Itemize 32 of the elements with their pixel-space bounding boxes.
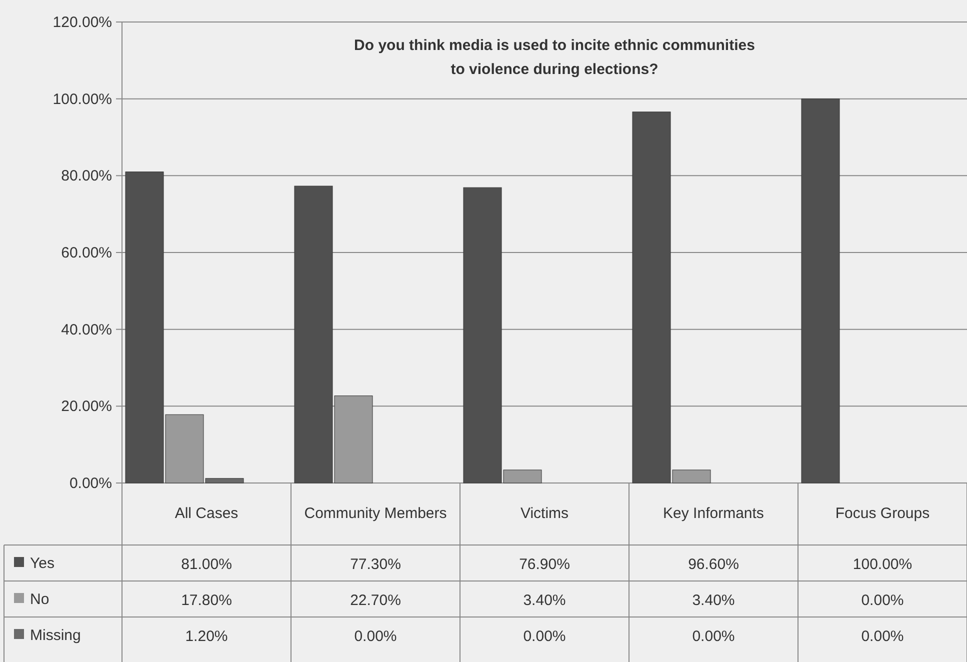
y-tick-label: 100.00% <box>52 90 112 108</box>
x-tick-label: All Cases <box>174 505 238 522</box>
data-label: 0.00% <box>523 628 566 645</box>
data-label: 1.20% <box>185 628 228 645</box>
y-tick-label: 120.00% <box>52 14 112 31</box>
data-label: 81.00% <box>181 556 232 573</box>
x-tick-label: Focus Groups <box>835 505 930 522</box>
x-tick-label: Victims <box>520 505 569 522</box>
data-label: 3.40% <box>692 592 735 609</box>
y-tick-label: 60.00% <box>61 244 112 262</box>
legend-label: Yes <box>30 555 54 572</box>
data-label: 0.00% <box>861 628 904 645</box>
x-tick-label: Key Informants <box>663 505 764 522</box>
data-label: 76.90% <box>519 556 570 573</box>
data-label: 17.80% <box>181 592 232 609</box>
data-label: 77.30% <box>350 556 401 573</box>
data-label: 0.00% <box>692 628 735 645</box>
bar <box>801 98 840 484</box>
y-tick-label: 40.00% <box>61 321 112 338</box>
data-label: 3.40% <box>523 592 566 609</box>
data-label: 96.60% <box>688 556 739 573</box>
data-label: 100.00% <box>852 556 912 573</box>
text: Do you think media is used to incite ethnic communities to violence during elections? <box>354 37 755 78</box>
x-tick-label: Community Members <box>304 505 447 522</box>
data-label: 0.00% <box>354 628 397 645</box>
y-tick-label: 80.00% <box>61 168 112 185</box>
legend-label: No <box>30 591 50 608</box>
y-tick-label: 20.00% <box>61 398 112 416</box>
y-tick-label: 0.00% <box>69 475 112 492</box>
data-label: 22.70% <box>350 592 401 609</box>
data-label: 0.00% <box>861 592 904 609</box>
legend-label: Missing <box>30 627 81 644</box>
